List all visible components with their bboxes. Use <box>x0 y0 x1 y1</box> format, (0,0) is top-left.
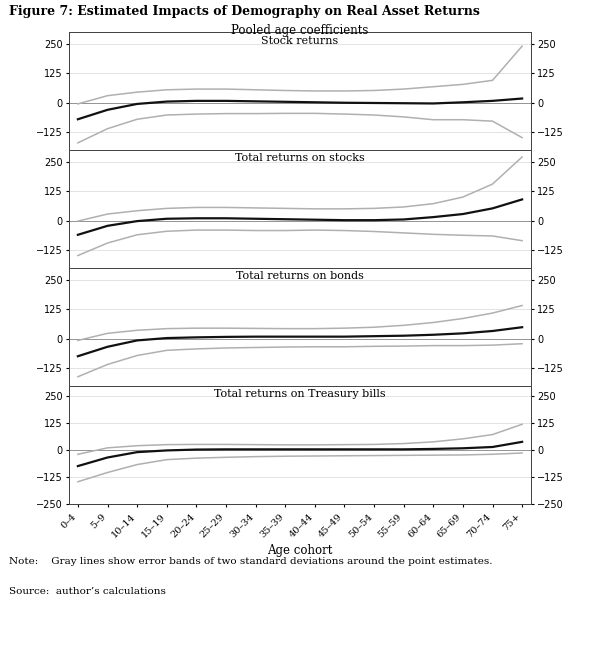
Text: Figure 7: Estimated Impacts of Demography on Real Asset Returns: Figure 7: Estimated Impacts of Demograph… <box>9 5 480 18</box>
Text: Source:  author’s calculations: Source: author’s calculations <box>9 587 166 596</box>
Text: Stock returns: Stock returns <box>262 35 338 45</box>
Text: Total returns on Treasury bills: Total returns on Treasury bills <box>214 390 386 400</box>
Text: Age cohort: Age cohort <box>268 544 332 556</box>
Text: Note:    Gray lines show error bands of two standard deviations around the point: Note: Gray lines show error bands of two… <box>9 557 493 566</box>
Text: Total returns on bonds: Total returns on bonds <box>236 271 364 281</box>
Text: Total returns on stocks: Total returns on stocks <box>235 153 365 163</box>
Text: Pooled age coefficients: Pooled age coefficients <box>232 24 368 37</box>
